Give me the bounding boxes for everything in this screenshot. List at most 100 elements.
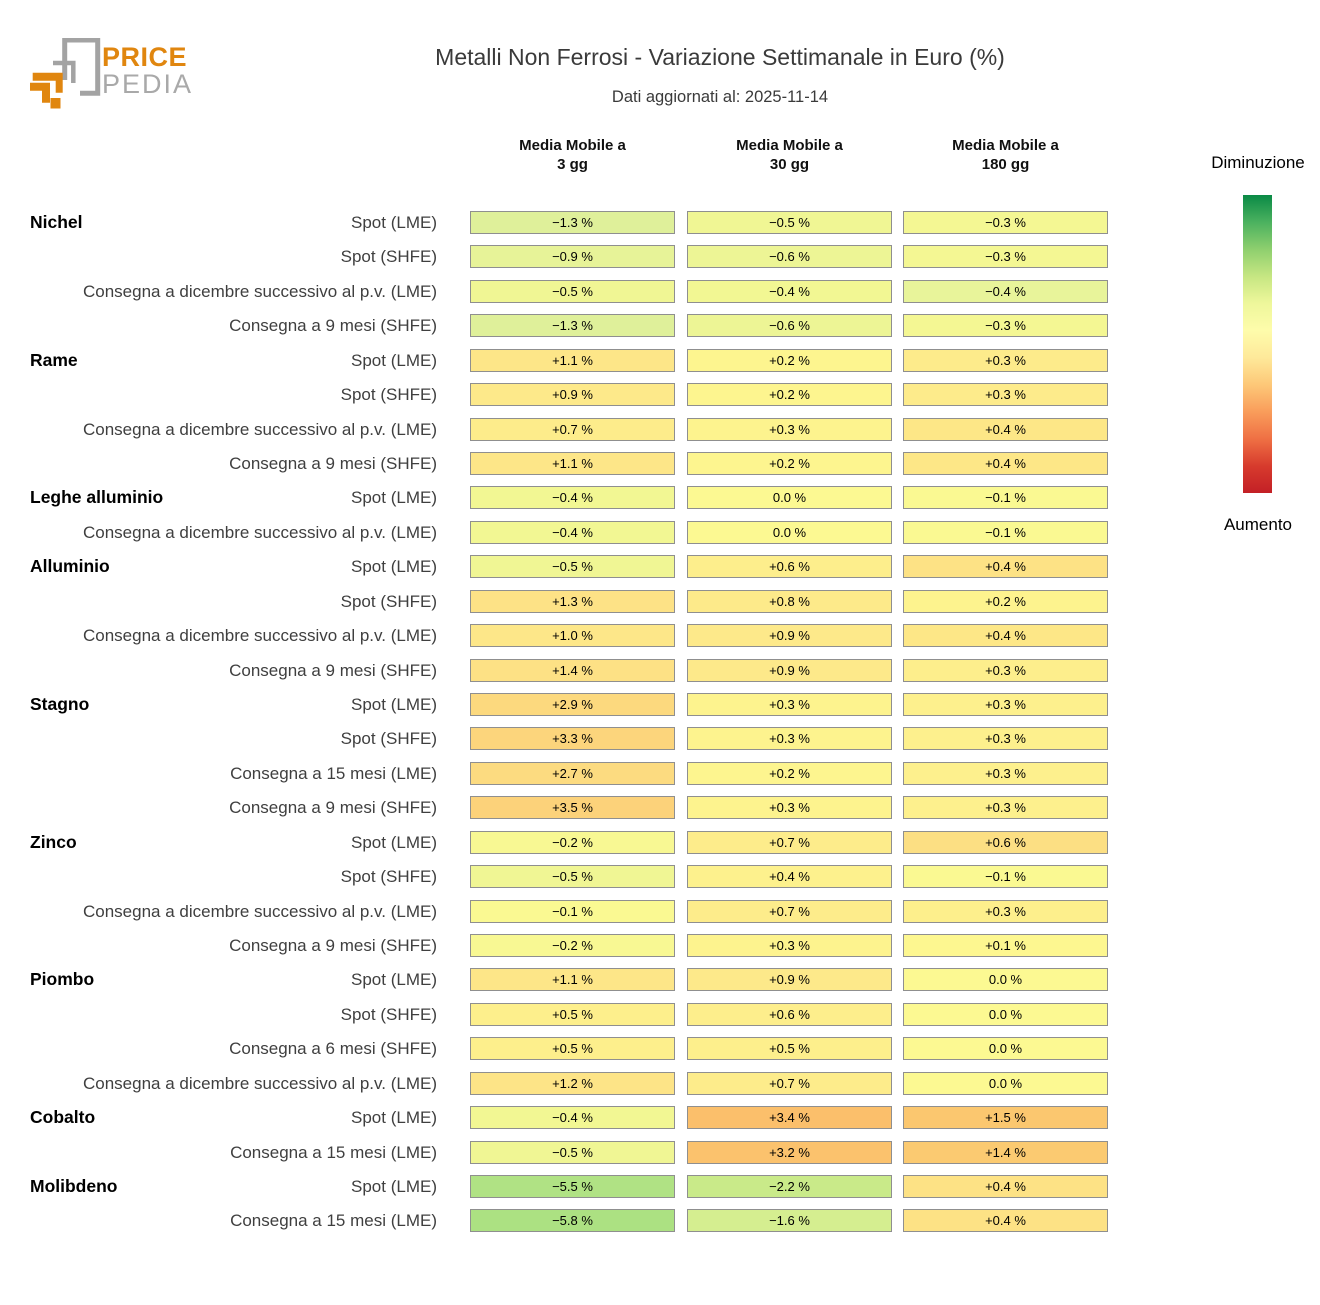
heatmap-cell: +1.4 % <box>903 1140 1108 1164</box>
heatmap-cell: +0.3 % <box>903 796 1108 820</box>
heatmap-cell: −5.5 % <box>470 1175 675 1199</box>
heatmap-cell: +0.3 % <box>687 934 892 958</box>
heatmap-cell: +0.9 % <box>470 383 675 407</box>
heatmap-row: Nichel Spot (LME) −1.3 % −0.5 % −0.3 % <box>0 211 1320 234</box>
metal-group-label: Alluminio <box>30 556 110 577</box>
heatmap-cell: −0.2 % <box>470 830 675 854</box>
heatmap-cell: −0.1 % <box>903 486 1108 510</box>
metal-group-label: Zinco <box>30 831 77 852</box>
heatmap-cell: +0.4 % <box>687 865 892 889</box>
heatmap-row: Consegna a dicembre successivo al p.v. (… <box>0 624 1320 648</box>
heatmap-row: Leghe alluminio Spot (LME) −0.4 % 0.0 % −… <box>0 486 1320 510</box>
row-label: Spot (LME) <box>351 1177 437 1197</box>
row-label: Consegna a 15 mesi (LME) <box>230 763 437 783</box>
row-label: Spot (SHFE) <box>340 867 437 887</box>
row-label: Consegna a dicembre successivo al p.v. (… <box>82 626 437 646</box>
heatmap-cell: +0.7 % <box>470 417 675 441</box>
heatmap-cell: −0.5 % <box>470 279 675 303</box>
heatmap-row: Consegna a 9 mesi (SHFE) −0.2 % +0.3 % +0… <box>0 934 1320 958</box>
heatmap-cell: +3.3 % <box>470 727 675 751</box>
metal-group-label: Cobalto <box>30 1107 96 1128</box>
metal-group-label: Molibdeno <box>30 1176 118 1197</box>
legend-colorbar <box>1243 195 1272 493</box>
heatmap-cell: +0.4 % <box>903 624 1108 648</box>
heatmap-cell: −0.5 % <box>687 211 892 234</box>
row-label: Spot (SHFE) <box>340 385 437 405</box>
legend-decrease-label: Diminuzione <box>1211 153 1305 172</box>
heatmap-cell: +0.5 % <box>687 1037 892 1061</box>
heatmap-row: Consegna a 9 mesi (SHFE) +1.4 % +0.9 % +0… <box>0 658 1320 682</box>
heatmap-cell: −0.2 % <box>470 934 675 958</box>
heatmap-cell: +0.4 % <box>903 452 1108 475</box>
heatmap-cell: +0.8 % <box>687 589 892 613</box>
row-label: Consegna a 15 mesi (LME) <box>230 1211 437 1231</box>
heatmap-cell: +0.3 % <box>903 348 1108 372</box>
heatmap-cell: +1.1 % <box>470 452 675 475</box>
row-label: Consegna a dicembre successivo al p.v. (… <box>82 419 437 439</box>
heatmap-cell: −0.9 % <box>470 245 675 269</box>
heatmap-row: Spot (SHFE) +0.9 % +0.2 % +0.3 % <box>0 383 1320 407</box>
heatmap-row: Spot (SHFE) +1.3 % +0.8 % +0.2 % <box>0 589 1320 613</box>
heatmap-row: Spot (SHFE) +3.3 % +0.3 % +0.3 % <box>0 727 1320 751</box>
row-label: Consegna a 15 mesi (LME) <box>230 1142 437 1162</box>
heatmap-cell: +0.3 % <box>903 899 1108 923</box>
row-label: Consegna a 6 mesi (SHFE) <box>229 1039 437 1059</box>
heatmap-cell: −0.5 % <box>470 865 675 889</box>
heatmap-cell: −0.4 % <box>470 1106 675 1130</box>
row-label: Consegna a 9 mesi (SHFE) <box>229 316 437 336</box>
heatmap-cell: +0.5 % <box>470 1002 675 1026</box>
heatmap-row: Consegna a 9 mesi (SHFE) −1.3 % −0.6 % −0… <box>0 314 1320 338</box>
heatmap-cell: +0.6 % <box>687 1002 892 1026</box>
row-label: Consegna a 9 mesi (SHFE) <box>229 454 437 473</box>
heatmap-cell: −0.6 % <box>687 245 892 269</box>
heatmap-row: Consegna a dicembre successivo al p.v. (… <box>0 279 1320 303</box>
row-label: Consegna a 9 mesi (SHFE) <box>229 660 437 680</box>
metal-group-label: Nichel <box>30 212 83 232</box>
heatmap-cell: −0.6 % <box>687 314 892 338</box>
heatmap-cell: 0.0 % <box>903 1002 1108 1026</box>
heatmap-cell: +1.0 % <box>470 624 675 648</box>
heatmap-cell: +0.2 % <box>687 383 892 407</box>
heatmap-cell: +0.3 % <box>903 761 1108 785</box>
heatmap-cell: +3.5 % <box>470 796 675 820</box>
heatmap-row: Consegna a dicembre successivo al p.v. (… <box>0 520 1320 544</box>
heatmap-cell: −1.6 % <box>687 1209 892 1233</box>
column-header: Media Mobile a 30 gg <box>736 137 843 173</box>
heatmap-cell: 0.0 % <box>903 1037 1108 1061</box>
brand-name-price: PRICE <box>102 42 188 72</box>
heatmap-cell: +0.2 % <box>687 348 892 372</box>
heatmap-cell: +1.3 % <box>470 589 675 613</box>
row-label: Consegna a 9 mesi (SHFE) <box>229 936 437 956</box>
heatmap-cell: +0.3 % <box>687 727 892 751</box>
row-label: Spot (SHFE) <box>340 729 437 749</box>
heatmap-cell: +2.7 % <box>470 761 675 785</box>
heatmap-row: Spot (SHFE) −0.5 % +0.4 % −0.1 % <box>0 865 1320 889</box>
row-label: Spot (LME) <box>351 970 437 990</box>
heatmap-cell: +0.4 % <box>903 1209 1108 1233</box>
heatmap-cell: −0.3 % <box>903 245 1108 269</box>
heatmap-cell: −0.4 % <box>903 279 1108 303</box>
heatmap-cell: +0.6 % <box>903 830 1108 854</box>
heatmap-row: Consegna a 15 mesi (LME) +2.7 % +0.2 % +0… <box>0 761 1320 785</box>
heatmap-cell: +0.3 % <box>687 417 892 441</box>
heatmap-cell: −0.5 % <box>470 1140 675 1164</box>
heatmap-cell: +1.4 % <box>470 658 675 682</box>
row-label: Spot (LME) <box>351 1108 437 1128</box>
heatmap-row: Spot (SHFE) −0.9 % −0.6 % −0.3 % <box>0 245 1320 269</box>
heatmap-cell: −0.4 % <box>687 279 892 303</box>
heatmap-cell: +0.2 % <box>687 761 892 785</box>
heatmap-cell: +0.3 % <box>903 727 1108 751</box>
heatmap-row: Stagno Spot (LME) +2.9 % +0.3 % +0.3 % <box>0 693 1320 717</box>
heatmap-cell: +0.5 % <box>470 1037 675 1061</box>
heatmap-cell: +0.9 % <box>687 968 892 992</box>
heatmap-cell: +0.9 % <box>687 624 892 648</box>
heatmap-cell: −0.3 % <box>903 211 1108 234</box>
pricepedia-logo-icon <box>30 38 101 109</box>
heatmap-cell: +0.3 % <box>687 693 892 717</box>
legend-increase-label: Aumento <box>1223 515 1293 534</box>
row-label: Spot (LME) <box>351 832 437 852</box>
row-label: Consegna a dicembre successivo al p.v. (… <box>82 281 437 301</box>
row-label: Spot (LME) <box>351 213 437 232</box>
row-label: Consegna a 9 mesi (SHFE) <box>229 798 437 818</box>
